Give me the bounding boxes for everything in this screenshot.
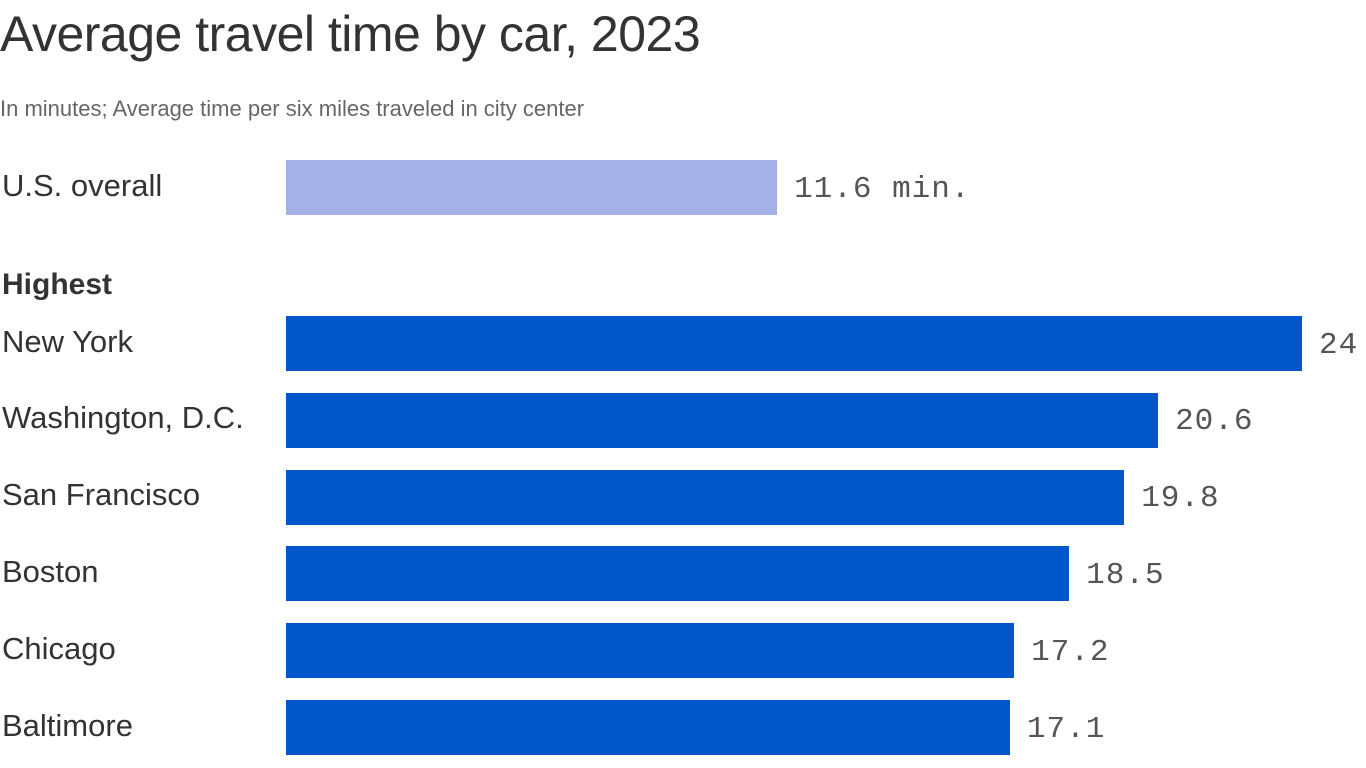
value-label-chicago: 17.2 [1031, 634, 1110, 670]
value-label-boston: 18.5 [1086, 557, 1165, 593]
category-label-new-york: New York [2, 323, 133, 359]
chart-title: Average travel time by car, 2023 [0, 6, 701, 62]
value-label-new-york: 24 [1319, 327, 1359, 363]
category-label-san-francisco: San Francisco [2, 477, 201, 513]
value-label-baltimore: 17.1 [1026, 711, 1106, 747]
category-label-washington-d-c: Washington, D.C. [2, 400, 244, 436]
group-label-highest: Highest [2, 268, 113, 301]
bar-washington-d-c [286, 392, 1159, 448]
category-label-baltimore: Baltimore [2, 707, 133, 743]
value-label-san-francisco: 19.8 [1141, 481, 1220, 517]
bar-san-francisco [286, 469, 1125, 525]
category-label-chicago: Chicago [2, 630, 116, 666]
bar-boston [286, 546, 1070, 602]
chart-subtitle: In minutes; Average time per six miles t… [0, 96, 585, 121]
bar-baltimore [286, 700, 1010, 755]
bar-chicago [286, 623, 1015, 679]
bar-us-overall [286, 160, 778, 215]
value-label-washington-d-c: 20.6 [1175, 404, 1254, 440]
bar-new-york [286, 316, 1302, 371]
category-label-boston: Boston [2, 553, 99, 589]
value-label-us-overall: 11.6 min. [794, 171, 971, 207]
category-label-us-overall: U.S. overall [2, 167, 163, 203]
